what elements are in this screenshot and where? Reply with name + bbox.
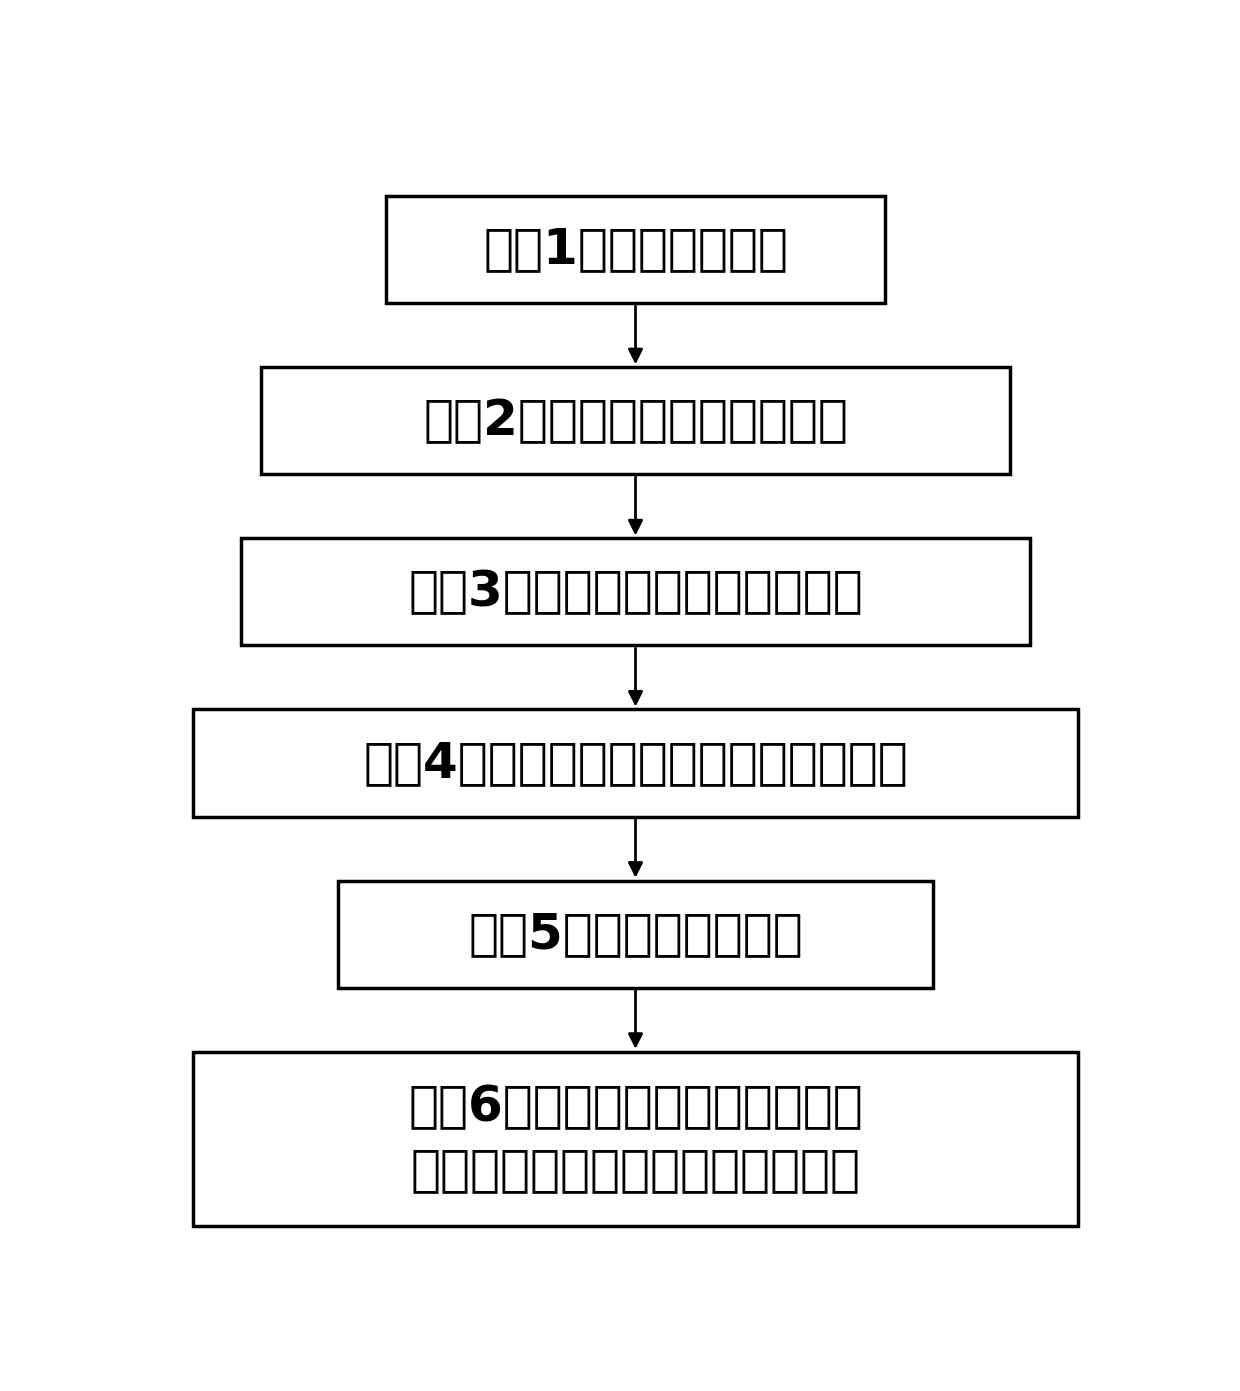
Text: 步骤5：按最优角度装配: 步骤5：按最优角度装配 [469,910,802,958]
Text: 步骤4：同轴度和质心偏移量双目标优化: 步骤4：同轴度和质心偏移量双目标优化 [363,739,908,787]
Text: 步骤1：转台调心调倾: 步骤1：转台调心调倾 [484,225,787,274]
Bar [386,196,885,303]
Bar [260,367,1011,474]
Text: 步骤2：各单级转子几何量测量: 步骤2：各单级转子几何量测量 [423,396,848,445]
Text: 步骤3：各单级转子质心坐标测量: 步骤3：各单级转子质心坐标测量 [408,568,863,616]
Bar [242,538,1029,645]
Bar [337,881,934,988]
Bar [193,709,1078,817]
Bar [193,1052,1078,1227]
Text: 步骤6：检测装配总成的同轴度和
　质心偏移量，确保各项指标达标: 步骤6：检测装配总成的同轴度和 质心偏移量，确保各项指标达标 [408,1084,863,1195]
